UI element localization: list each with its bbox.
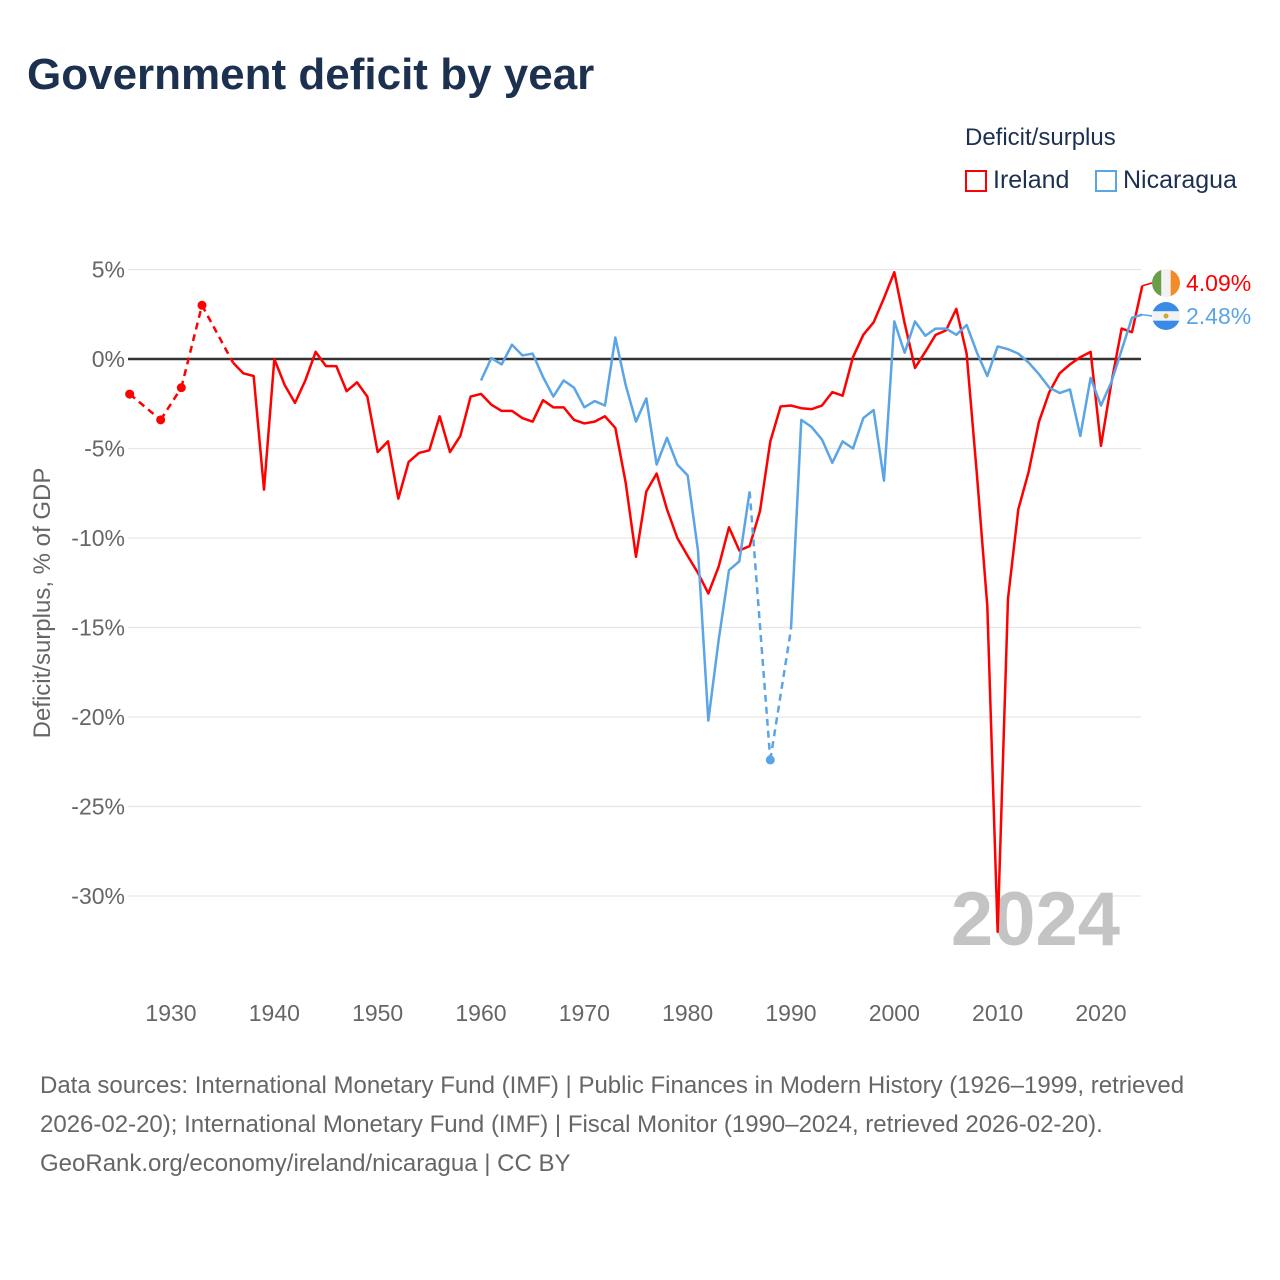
x-tick-label: 1930 [145,1000,196,1026]
ireland-end-connector [1142,282,1153,287]
footer: Data sources: International Monetary Fun… [40,1066,1240,1183]
x-tick-label: 1980 [662,1000,713,1026]
y-tick-label: -10% [71,525,125,551]
ireland-flag-icon [1152,269,1180,297]
x-tick-label: 1960 [455,1000,506,1026]
x-tick-label: 2000 [869,1000,920,1026]
nicaragua-flag-icon [1152,302,1180,330]
nicaragua-gap-line [769,629,793,761]
x-tick-label: 1950 [352,1000,403,1026]
y-tick-label: 0% [92,346,125,372]
ireland-gap-line [159,386,183,421]
y-axis-label: Deficit/surplus, % of GDP [29,468,56,739]
ireland-line[interactable] [232,270,1144,934]
legend-item-nicaragua[interactable]: Nicaragua [1095,166,1237,195]
nicaragua-gap-line [748,491,772,761]
x-tick-label: 2010 [972,1000,1023,1026]
ireland-gap-line [128,393,162,421]
data-sources: Data sources: International Monetary Fun… [40,1072,1185,1138]
y-tick-label: -15% [71,615,125,641]
nicaragua-end-label: 2.48% [1186,303,1251,329]
y-tick-label: -5% [84,436,125,462]
x-tick-label: 1970 [559,1000,610,1026]
ireland-gap-line [180,304,204,388]
y-tick-label: -30% [71,883,125,909]
chart-title: Government deficit by year [27,50,595,99]
legend-swatch-ireland [965,169,987,192]
source-link[interactable]: GeoRank.org/economy/ireland/nicaragua | … [40,1150,571,1177]
nicaragua-end-connector [1142,313,1153,317]
y-tick-label: -20% [71,704,125,730]
nicaragua-line[interactable] [479,336,751,722]
x-tick-label: 1940 [249,1000,300,1026]
legend-title: Deficit/surplus [965,124,1116,151]
x-tick-label: 2020 [1075,1000,1126,1026]
year-watermark: 2024 [951,877,1120,962]
legend-label-nicaragua: Nicaragua [1123,166,1237,194]
legend-item-ireland[interactable]: Ireland [965,166,1069,195]
ireland-gap-line [200,304,235,364]
y-tick-label: 5% [92,257,125,283]
ireland-end-label: 4.09% [1186,270,1251,296]
y-tick-label: -25% [71,794,125,820]
x-tick-label: 1990 [765,1000,816,1026]
legend-label-ireland: Ireland [993,166,1070,194]
nicaragua-line[interactable] [789,313,1143,630]
legend-swatch-nicaragua [1095,169,1117,192]
